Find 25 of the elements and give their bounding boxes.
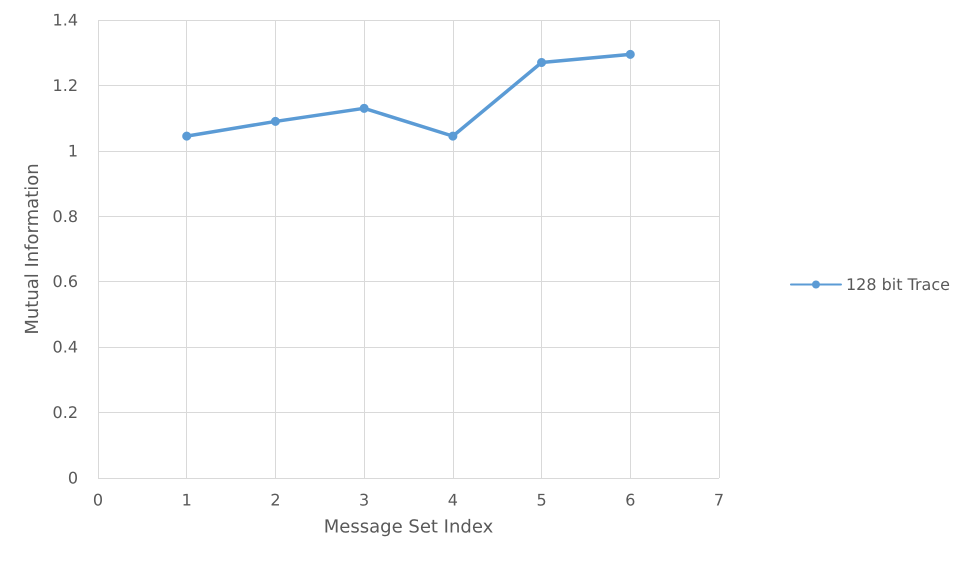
point: [537, 58, 546, 68]
legend-label: 128 bit Trace: [846, 275, 950, 294]
point: [182, 132, 192, 141]
y-tick-label: 0.6: [52, 272, 78, 292]
y-tick-label: 1.2: [52, 76, 78, 95]
x-tick-label: 1: [182, 490, 192, 510]
point: [270, 116, 280, 126]
x-tick-label: 3: [359, 490, 370, 510]
y-tick-label: 0: [68, 468, 78, 488]
x-tick-label: 6: [625, 490, 636, 510]
x-tick-label: 0: [92, 490, 104, 510]
point: [448, 132, 458, 141]
x-axis-title: Message Set Index: [324, 516, 494, 538]
y-tick-label: 1: [68, 141, 78, 160]
y-tick-label: 0.4: [52, 338, 78, 357]
x-tick-label: 4: [448, 490, 458, 510]
y-tick-label: 1.4: [52, 10, 78, 30]
x-tick-label: 5: [536, 490, 547, 510]
point: [360, 104, 369, 113]
y-tick-label: 0.2: [52, 403, 78, 422]
x-tick-label: 7: [714, 490, 724, 510]
y-tick-label: 0.8: [52, 206, 78, 226]
y-axis-title: Mutual Information: [22, 163, 44, 335]
point: [626, 50, 635, 59]
x-tick-label: 2: [270, 490, 281, 510]
